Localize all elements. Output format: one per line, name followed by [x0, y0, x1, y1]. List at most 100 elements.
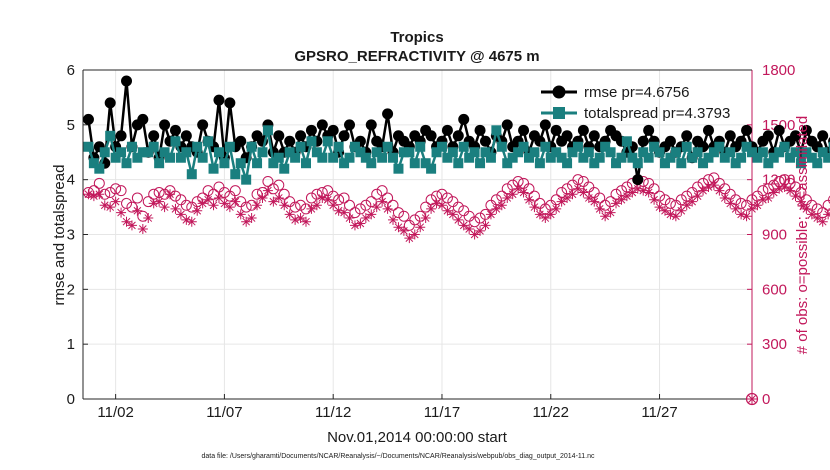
totalspread-point [273, 152, 284, 163]
assimilated-marker [224, 202, 235, 213]
rmse-point [316, 119, 328, 131]
totalspread-point [121, 158, 132, 169]
totalspread-point [388, 152, 399, 163]
totalspread-point [681, 141, 692, 152]
possible-marker [735, 197, 747, 209]
y-tick-label-left: 4 [67, 172, 75, 189]
totalspread-point [491, 125, 502, 136]
assimilated-marker [583, 192, 594, 203]
rmse-point [539, 119, 551, 131]
totalspread-point [801, 147, 812, 158]
totalspread-point [763, 158, 774, 169]
totalspread-point [371, 147, 382, 158]
assimilated-marker [643, 187, 654, 198]
assimilated-marker [507, 189, 518, 200]
x-tick-label: 11/07 [206, 404, 242, 421]
totalspread-point [420, 158, 431, 169]
assimilated-marker [806, 209, 817, 220]
assimilated-marker [344, 213, 355, 224]
assimilated-marker [393, 222, 404, 233]
rmse-point [790, 130, 802, 142]
y-tick-labels-left: 0 1 2 3 4 5 6 [67, 62, 75, 408]
totalspread-point [262, 125, 273, 136]
rmse-point [800, 124, 812, 136]
rmse-line [87, 80, 830, 180]
totalspread-point [795, 158, 806, 169]
rmse-point [664, 135, 676, 147]
totalspread-point [600, 141, 611, 152]
rmse-point [295, 130, 307, 142]
assimilated-marker [181, 214, 192, 225]
y-tick-label-left: 5 [67, 117, 75, 134]
possible-marker [131, 192, 143, 204]
possible-marker-end [745, 392, 759, 406]
assimilated-marker [513, 183, 524, 194]
totalspread-point [779, 141, 790, 152]
legend-totalspread-label: totalspread pr=4.3793 [584, 105, 730, 122]
assimilated-marker [475, 225, 486, 236]
assimilated-marker [469, 229, 480, 240]
rmse-point [180, 130, 192, 142]
rmse-point [577, 124, 589, 136]
assimilated-marker [632, 183, 643, 194]
assimilated-marker [545, 209, 556, 220]
y-tick-label-right: 300 [762, 336, 787, 353]
assimilated-marker [420, 213, 431, 224]
totalspread-point [442, 152, 453, 163]
totalspread-point [665, 152, 676, 163]
assimilated-marker [725, 198, 736, 209]
possible-marker [349, 207, 361, 219]
assimilated-marker [823, 209, 830, 220]
possible-marker [333, 194, 345, 206]
legend: rmse pr=4.6756 totalspread pr=4.3793 [541, 84, 730, 122]
totalspread-point [322, 136, 333, 147]
assimilated-marker [246, 213, 257, 224]
totalspread-point [137, 147, 148, 158]
possible-marker [104, 186, 116, 198]
totalspread-point [398, 147, 409, 158]
totalspread-point [464, 152, 475, 163]
totalspread-point [224, 141, 235, 152]
assimilated-marker [627, 187, 638, 198]
totalspread-point [823, 152, 830, 163]
assimilated-marker [812, 213, 823, 224]
y-tick-label-right: 600 [762, 281, 787, 298]
x-tick-label: 11/27 [641, 404, 677, 421]
totalspread-point [366, 158, 377, 169]
possible-marker [409, 214, 421, 226]
possible-marker [376, 185, 388, 197]
possible-marker [240, 201, 252, 213]
assimilated-marker [257, 192, 268, 203]
assimilated-marker [409, 229, 420, 240]
totalspread-point [306, 136, 317, 147]
assimilated-marker [670, 211, 681, 222]
rmse-point [425, 130, 437, 142]
totalspread-point [621, 136, 632, 147]
y-tick-labels-right: 0300600900120015001800 [762, 62, 795, 408]
assimilated-marker [714, 185, 725, 196]
assimilated-marker [605, 207, 616, 218]
totalspread-point [556, 152, 567, 163]
totalspread-point [659, 158, 670, 169]
assimilated-marker [524, 194, 534, 205]
assimilated-marker [398, 225, 409, 236]
totalspread-point [719, 152, 730, 163]
totalspread-point [768, 152, 779, 163]
totalspread-point [513, 147, 524, 158]
totalspread-point [94, 163, 105, 174]
possible-marker [295, 199, 307, 211]
assimilated-marker-end [747, 394, 757, 404]
assimilated-marker [747, 203, 757, 214]
possible-marker [115, 185, 127, 197]
totalspread-point [507, 152, 518, 163]
totalspread-point [747, 147, 757, 158]
x-axis-label: Nov.01,2014 00:00:00 start [327, 429, 508, 446]
totalspread-point [431, 147, 442, 158]
assimilated-marker [774, 183, 785, 194]
x-tick-label: 11/22 [533, 404, 569, 421]
assimilated-marker [768, 187, 779, 198]
y-tick-label-right: 900 [762, 227, 787, 244]
totalspread-point [687, 152, 698, 163]
possible-marker [360, 199, 372, 211]
y-tick-label-left: 0 [67, 391, 75, 408]
